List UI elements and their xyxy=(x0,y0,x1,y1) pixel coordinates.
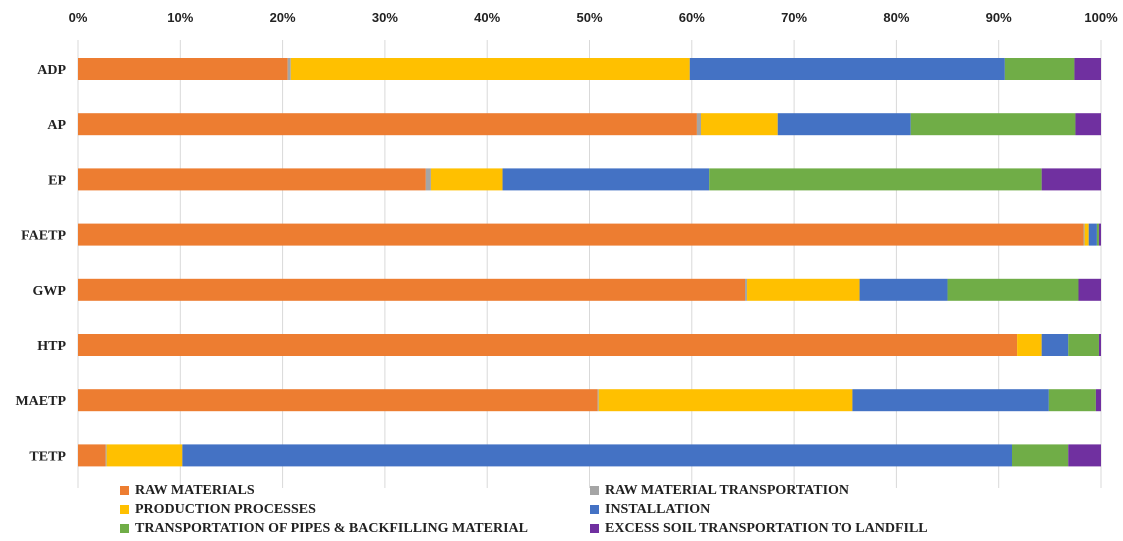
bar-segment xyxy=(425,168,431,191)
bar-segment xyxy=(106,444,183,467)
bar-segment xyxy=(852,389,1049,412)
legend-label: TRANSPORTATION OF PIPES & BACKFILLING MA… xyxy=(135,520,528,536)
bar-segment xyxy=(1041,168,1101,191)
legend-swatch xyxy=(120,505,129,514)
bar-segment xyxy=(78,168,426,191)
bar-segment xyxy=(947,278,1079,301)
x-tick-label: 80% xyxy=(883,10,909,25)
x-tick-label: 30% xyxy=(372,10,398,25)
x-tick-label: 20% xyxy=(270,10,296,25)
legend-label: RAW MATERIALS xyxy=(135,482,255,498)
x-tick-label: 40% xyxy=(474,10,500,25)
y-category-label: GWP xyxy=(33,284,67,299)
legend-label: PRODUCTION PROCESSES xyxy=(135,501,316,517)
bar-segment xyxy=(1011,444,1069,467)
bar-segment xyxy=(1096,223,1099,246)
bar-segment xyxy=(1095,389,1101,412)
x-tick-label: 0% xyxy=(69,10,88,25)
y-category-label: HTP xyxy=(37,339,66,354)
legend-label: INSTALLATION xyxy=(605,501,711,517)
legend: RAW MATERIALS RAW MATERIAL TRANSPORTATION… xyxy=(120,481,1020,538)
bar-segment xyxy=(747,278,860,301)
bar-segment xyxy=(1004,58,1075,80)
bar-segment xyxy=(597,389,599,412)
bar-segment xyxy=(78,389,598,412)
bar-segment xyxy=(1098,334,1101,356)
bar-segment xyxy=(701,113,778,136)
y-category-label: TETP xyxy=(29,449,66,464)
bar-segment xyxy=(290,58,690,80)
legend-item: TRANSPORTATION OF PIPES & BACKFILLING MA… xyxy=(120,519,590,538)
legend-swatch xyxy=(590,505,599,514)
legend-item: PRODUCTION PROCESSES xyxy=(120,500,590,519)
bar-segment xyxy=(430,168,503,191)
bar-segment xyxy=(1084,223,1089,246)
bar-segment xyxy=(1074,58,1101,80)
legend-item: RAW MATERIALS xyxy=(120,481,590,500)
bar-segment xyxy=(78,444,106,467)
legend-label: RAW MATERIAL TRANSPORTATION xyxy=(605,482,850,498)
legend-swatch xyxy=(590,486,599,495)
x-tick-label: 10% xyxy=(167,10,193,25)
bar-segment xyxy=(859,278,948,301)
x-tick-label: 90% xyxy=(986,10,1012,25)
bar-segment xyxy=(502,168,710,191)
bar-segment xyxy=(744,278,748,301)
y-category-label: EP xyxy=(48,173,66,188)
y-category-label: AP xyxy=(47,118,66,133)
bar-segment xyxy=(1083,223,1085,246)
bar-segment xyxy=(598,389,853,412)
bar-segment xyxy=(1048,389,1096,412)
legend-swatch xyxy=(590,524,599,533)
bar-segment xyxy=(689,58,1005,80)
legend-item: RAW MATERIAL TRANSPORTATION xyxy=(590,481,1020,500)
bar-segment xyxy=(78,278,745,301)
bar-segment xyxy=(1078,278,1101,301)
bar-segment xyxy=(78,58,288,80)
bar-segment xyxy=(1098,223,1101,246)
bars xyxy=(78,58,1101,467)
bar-segment xyxy=(182,444,1012,467)
bar-segment xyxy=(287,58,291,80)
y-axis-labels: ADP AP EP FAETP GWP HTP MAETP TETP xyxy=(15,63,66,464)
bar-segment xyxy=(777,113,911,136)
y-category-label: ADP xyxy=(37,63,66,78)
bar-segment xyxy=(1017,334,1042,356)
bar-segment xyxy=(1075,113,1101,136)
bar-segment xyxy=(709,168,1042,191)
bar-segment xyxy=(78,223,1084,246)
x-axis-ticks: 0% 10% 20% 30% 40% 50% 60% 70% 80% 90% 100% xyxy=(69,10,1118,25)
bar-segment xyxy=(105,444,107,467)
y-category-label: MAETP xyxy=(15,394,66,409)
bar-segment xyxy=(1088,223,1097,246)
legend-label: EXCESS SOIL TRANSPORTATION TO LANDFILL xyxy=(605,520,928,536)
bar-segment xyxy=(696,113,702,136)
legend-item: INSTALLATION xyxy=(590,500,1020,519)
x-tick-label: 70% xyxy=(781,10,807,25)
x-tick-label: 100% xyxy=(1084,10,1118,25)
bar-segment xyxy=(1041,334,1069,356)
bar-segment xyxy=(910,113,1076,136)
x-tick-label: 60% xyxy=(679,10,705,25)
legend-swatch xyxy=(120,524,129,533)
bar-segment xyxy=(1068,444,1101,467)
legend-swatch xyxy=(120,486,129,495)
x-tick-label: 50% xyxy=(576,10,602,25)
bar-segment xyxy=(78,113,697,136)
bar-segment xyxy=(78,334,1018,356)
legend-item: EXCESS SOIL TRANSPORTATION TO LANDFILL xyxy=(590,519,1020,538)
gridlines xyxy=(77,40,1102,488)
y-category-label: FAETP xyxy=(21,229,66,244)
bar-segment xyxy=(1068,334,1099,356)
